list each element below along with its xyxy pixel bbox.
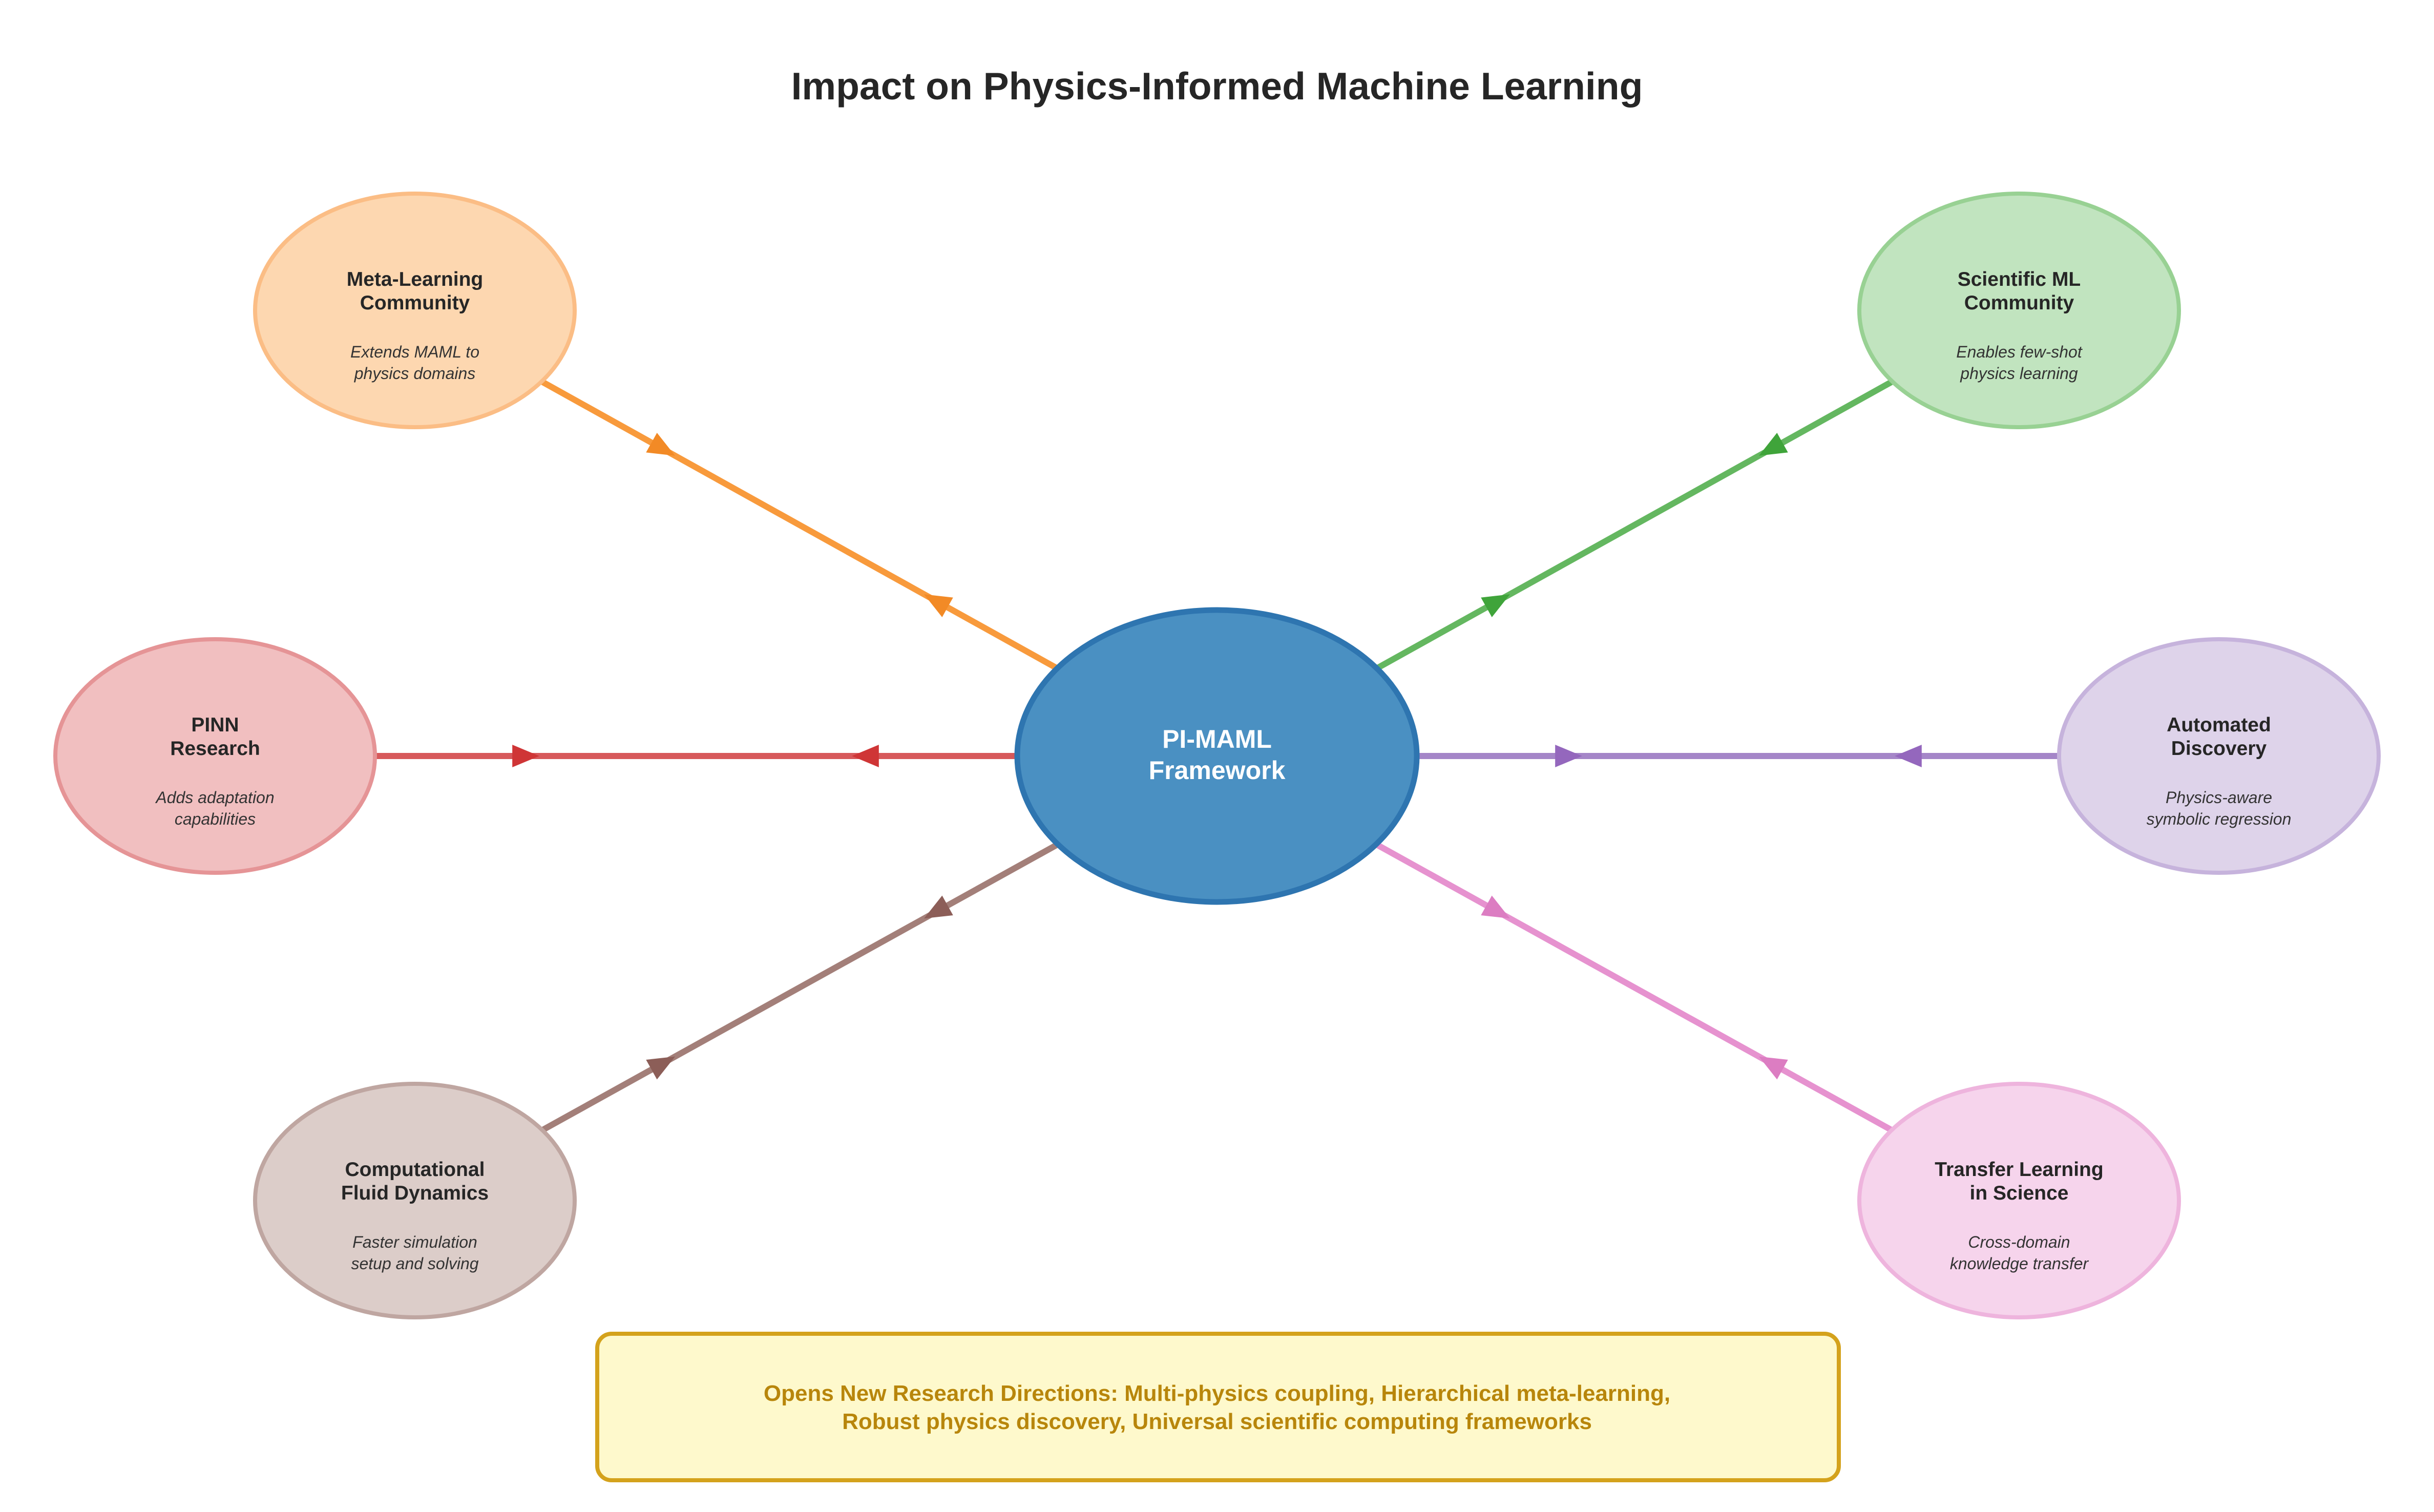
- cfd-title-line-1: Computational: [345, 1159, 485, 1181]
- automated-discovery-title-line-2: Discovery: [2171, 738, 2267, 760]
- transfer-learning-title-line-1: Transfer Learning: [1935, 1159, 2103, 1181]
- scientific-ml-edge: [1373, 378, 1896, 672]
- meta-learning-node-shape: [253, 192, 577, 429]
- center-label-line-1: PI-MAML: [1162, 725, 1272, 753]
- automated-discovery-desc-line-1: Physics-aware: [2166, 788, 2272, 807]
- pinn-arrow-inbound-icon: [512, 745, 539, 767]
- scientific-ml-arrow-inbound-icon: [1758, 432, 1788, 456]
- meta-learning-arrow-outbound-icon: [924, 594, 953, 618]
- cfd-arrow-outbound-icon: [924, 895, 953, 919]
- transfer-learning-desc-line-2: knowledge transfer: [1950, 1254, 2089, 1273]
- meta-learning-title-line-1: Meta-Learning: [347, 268, 484, 290]
- pinn-node-shape: [53, 637, 377, 875]
- transfer-learning-node-shape: [1857, 1082, 2181, 1319]
- cfd-node-shape: [253, 1082, 577, 1319]
- meta-learning-desc-line-1: Extends MAML to: [350, 343, 479, 361]
- transfer-learning-title-line-2: in Science: [1970, 1182, 2069, 1204]
- automated-discovery-arrow-inbound-icon: [1895, 745, 1922, 767]
- cfd-title-line-2: Fluid Dynamics: [341, 1182, 489, 1204]
- transfer-learning-arrow-inbound-icon: [1758, 1056, 1788, 1080]
- pinn-desc-line-2: capabilities: [175, 810, 256, 828]
- pinn-title-line-2: Research: [170, 738, 260, 760]
- pinn-desc-line-1: Adds adaptation: [155, 788, 274, 807]
- scientific-ml-node-shape: [1857, 192, 2181, 429]
- center-node-shape: [1014, 607, 1420, 905]
- cfd-edge: [538, 841, 1061, 1134]
- scientific-ml-title-line-1: Scientific ML: [1958, 268, 2081, 290]
- transfer-learning-edge: [1373, 841, 1896, 1134]
- cfd-arrow-inbound-icon: [646, 1056, 676, 1080]
- callout-line-1: Opens New Research Directions: Multi-phy…: [764, 1381, 1670, 1406]
- meta-learning-desc-line-2: physics domains: [354, 364, 476, 383]
- meta-learning-title-line-2: Community: [360, 292, 470, 314]
- transfer-learning-arrow-outbound-icon: [1481, 895, 1510, 919]
- research-directions-callout: Opens New Research Directions: Multi-phy…: [595, 1332, 1841, 1482]
- meta-learning-arrow-inbound-icon: [646, 432, 676, 456]
- diagram-title: Impact on Physics-Informed Machine Learn…: [791, 65, 1643, 108]
- scientific-ml-desc-line-1: Enables few-shot: [1956, 343, 2083, 361]
- cfd-desc-line-1: Faster simulation: [352, 1233, 477, 1251]
- scientific-ml-arrow-outbound-icon: [1481, 594, 1510, 618]
- automated-discovery-arrow-outbound-icon: [1555, 745, 1582, 767]
- scientific-ml-title-line-2: Community: [1964, 292, 2074, 314]
- automated-discovery-node-shape: [2057, 637, 2381, 875]
- automated-discovery-title-line-1: Automated: [2167, 714, 2271, 736]
- cfd-desc-line-2: setup and solving: [351, 1254, 478, 1273]
- pinn-arrow-outbound-icon: [852, 745, 879, 767]
- connection-edges: [371, 378, 2063, 1134]
- transfer-learning-desc-line-1: Cross-domain: [1968, 1233, 2070, 1251]
- center-label-line-2: Framework: [1149, 756, 1286, 785]
- meta-learning-edge: [538, 378, 1061, 672]
- center-node: PI-MAML Framework: [1014, 607, 1420, 905]
- scientific-ml-desc-line-2: physics learning: [1960, 364, 2078, 383]
- automated-discovery-desc-line-2: symbolic regression: [2147, 810, 2292, 828]
- callout-line-2: Robust physics discovery, Universal scie…: [842, 1409, 1592, 1434]
- pinn-title-line-1: PINN: [191, 714, 239, 736]
- callout-box: [595, 1332, 1841, 1482]
